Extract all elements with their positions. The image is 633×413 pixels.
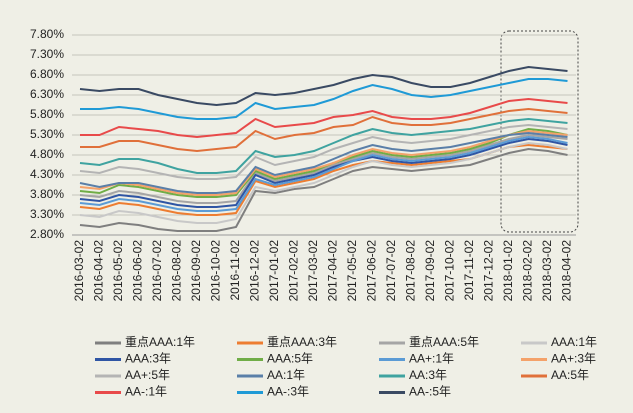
- legend-label: 重点AAA:1年: [125, 335, 195, 349]
- series-line: [79, 129, 568, 196]
- y-tick-label: 2.80%: [30, 227, 64, 241]
- x-tick-label: 2018-02-02: [521, 240, 535, 302]
- series-line: [79, 135, 568, 212]
- series-line: [79, 147, 568, 232]
- legend-label: AAA:3年: [125, 352, 171, 366]
- series-line: [79, 117, 568, 174]
- x-tick-label: 2018-04-02: [560, 240, 574, 302]
- series-line: [79, 137, 568, 208]
- x-tick-label: 2017-12-02: [482, 240, 496, 302]
- x-tick-label: 2017-06-02: [365, 240, 379, 302]
- x-tick-label: 2017-04-02: [326, 240, 340, 302]
- y-tick-label: 6.80%: [30, 67, 64, 81]
- y-tick-label: 7.30%: [30, 47, 64, 61]
- series-line: [80, 107, 568, 153]
- legend-label: AA:5年: [551, 368, 589, 382]
- legend-label: AA-:1年: [125, 385, 167, 399]
- x-tick-label: 2016-07-02: [150, 240, 164, 302]
- series-line: [79, 133, 568, 204]
- y-tick-label: 6.30%: [30, 87, 64, 101]
- x-tick-label: 2016-04-02: [92, 240, 106, 302]
- x-tick-label: 2017-08-02: [404, 240, 418, 302]
- legend-label: AAA:5年: [267, 352, 313, 366]
- y-tick-label: 3.30%: [30, 207, 64, 221]
- legend-label: AA+:3年: [551, 352, 596, 366]
- legend-label: AA-:5年: [409, 385, 451, 399]
- legend-label: 重点AAA:5年: [409, 335, 479, 349]
- legend-label: AA-:3年: [267, 385, 309, 399]
- x-tick-label: 2017-07-02: [384, 240, 398, 302]
- x-tick-label: 2018-03-02: [540, 240, 554, 302]
- x-tick-label: 2017-09-02: [423, 240, 437, 302]
- x-tick-label: 2017-11-02: [462, 240, 476, 301]
- x-tick-label: 2017-02-02: [287, 240, 301, 302]
- x-tick-label: 2016-03-02: [72, 240, 86, 302]
- x-tick-label: 2018-01-02: [501, 240, 515, 302]
- series-line: [79, 131, 568, 194]
- series-line: [80, 97, 568, 139]
- legend-label: AA:1年: [267, 368, 305, 382]
- legend-label: AAA:1年: [551, 335, 597, 349]
- x-tick-label: 2017-01-02: [267, 240, 281, 302]
- x-tick-label: 2016-12-02: [248, 240, 262, 302]
- y-tick-label: 3.80%: [30, 187, 64, 201]
- x-tick-label: 2017-03-02: [306, 240, 320, 302]
- series-line: [79, 141, 568, 224]
- y-tick-label: 5.80%: [30, 107, 64, 121]
- legend-label: AA+:1年: [409, 352, 454, 366]
- x-tick-label: 2016-09-02: [189, 240, 203, 302]
- legend-label: AA+:5年: [125, 368, 170, 382]
- x-tick-label: 2016-08-02: [170, 240, 184, 302]
- x-tick-label: 2016-11-02: [228, 240, 242, 301]
- highlight-box: [500, 30, 579, 233]
- x-tick-label: 2017-10-02: [443, 240, 457, 302]
- y-tick-label: 5.30%: [30, 127, 64, 141]
- series-line: [80, 78, 568, 120]
- legend-label: AA:3年: [409, 368, 447, 382]
- x-tick-label: 2016-10-02: [209, 240, 223, 302]
- x-tick-label: 2017-05-02: [345, 240, 359, 302]
- y-tick-label: 7.80%: [30, 27, 64, 41]
- y-tick-label: 4.80%: [30, 147, 64, 161]
- x-tick-label: 2016-06-02: [131, 240, 145, 302]
- y-tick-label: 4.30%: [30, 167, 64, 181]
- series-line: [79, 65, 568, 107]
- x-tick-label: 2016-05-02: [111, 240, 125, 302]
- legend-label: 重点AAA:3年: [267, 335, 337, 349]
- series-line: [79, 123, 568, 180]
